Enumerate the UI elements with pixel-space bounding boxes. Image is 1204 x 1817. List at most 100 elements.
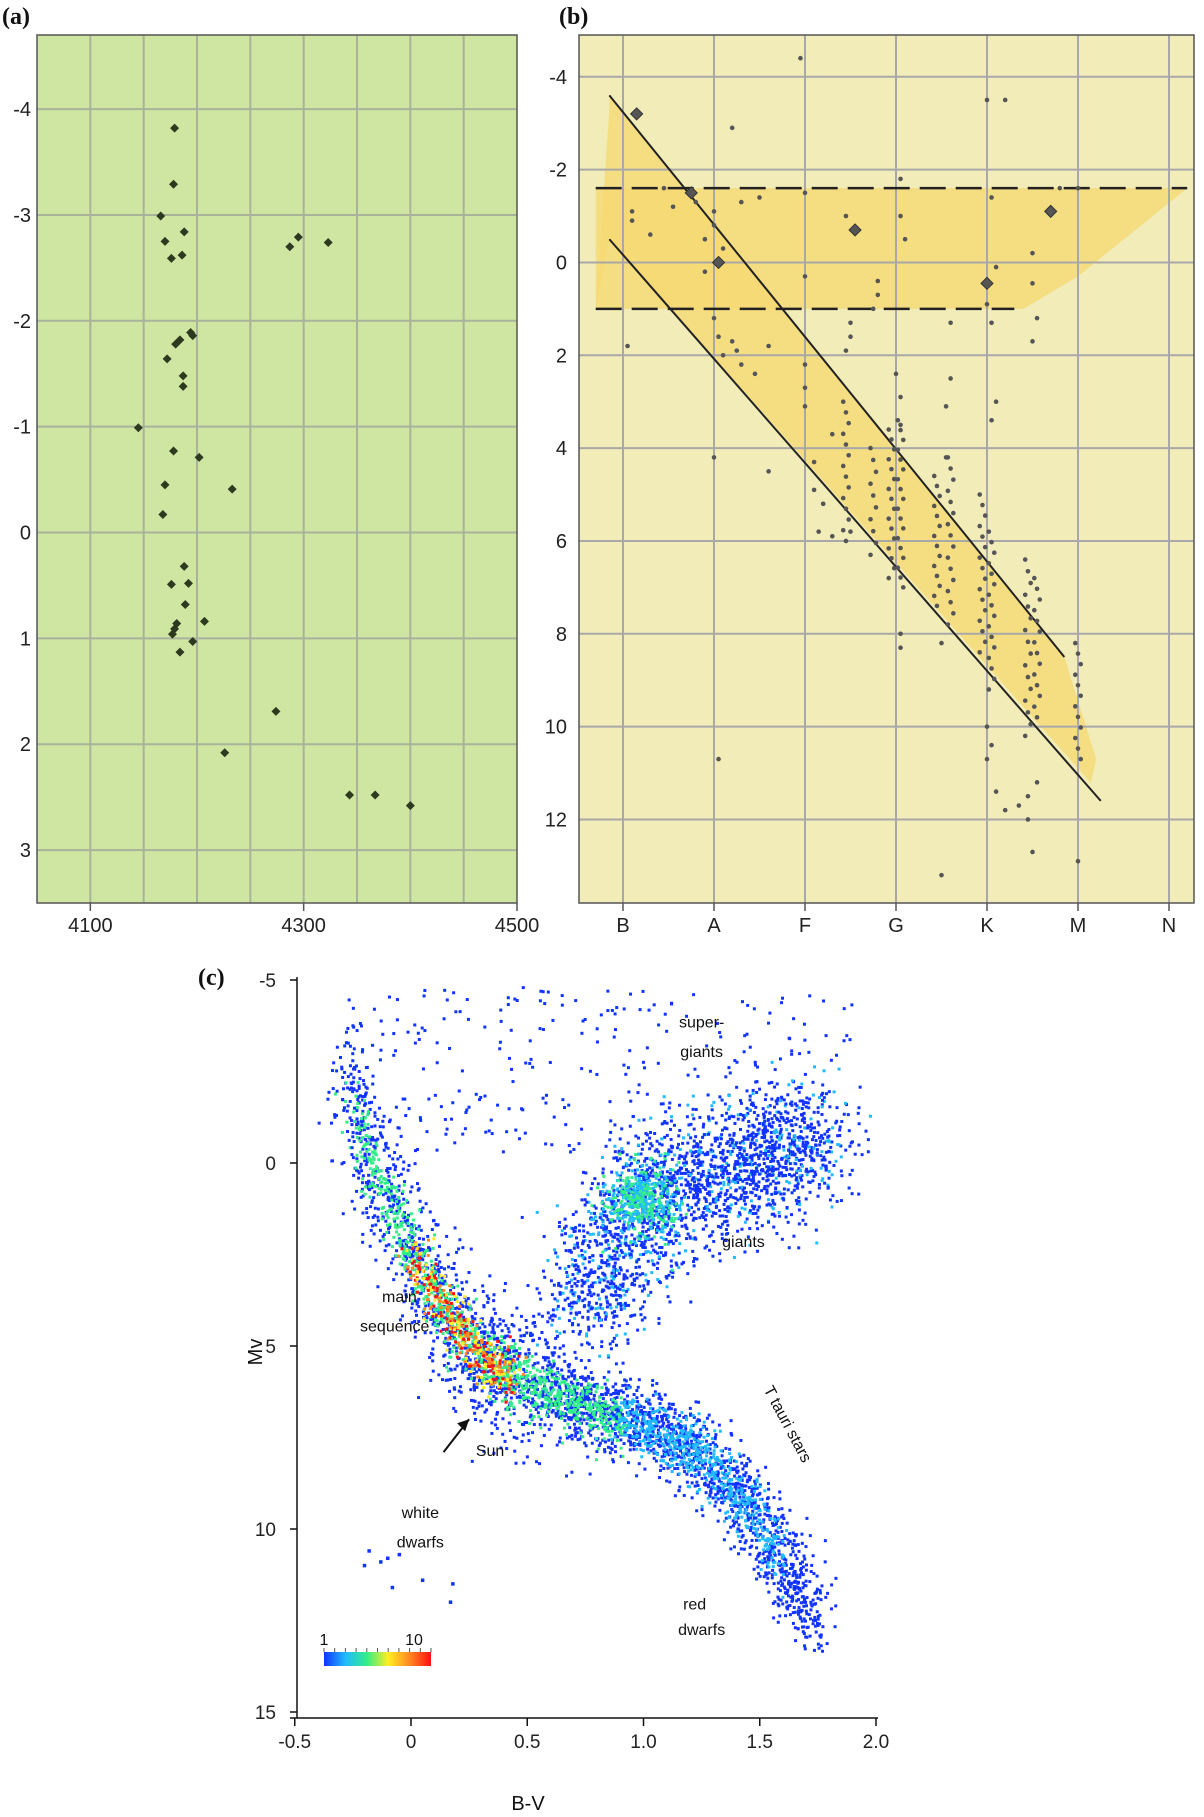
star-point (428, 1307, 432, 1311)
star-point (486, 1331, 490, 1335)
star-point (673, 1467, 677, 1471)
star-point (517, 1346, 521, 1350)
star-point (454, 1346, 458, 1350)
star-point (380, 1206, 384, 1210)
star-point (472, 1388, 476, 1392)
star-point (554, 1383, 558, 1387)
star-point (486, 1300, 490, 1304)
star-point (360, 1181, 364, 1185)
star-point (518, 1338, 522, 1342)
star-point (666, 1415, 670, 1419)
star-point (544, 1402, 548, 1406)
data-point (840, 399, 846, 404)
star-point (600, 1418, 604, 1422)
star-point (610, 1411, 614, 1415)
star-point (485, 1377, 489, 1381)
star-point (613, 1435, 617, 1439)
star-point (453, 1396, 457, 1400)
star-point (414, 1290, 418, 1294)
star-point (388, 1222, 392, 1226)
star-point (792, 1606, 796, 1610)
star-point (687, 1449, 691, 1453)
star-point (655, 1452, 659, 1456)
star-point (482, 1377, 486, 1381)
star-point (437, 1305, 441, 1309)
data-point (1034, 618, 1040, 624)
star-point (592, 1393, 596, 1397)
star-point (474, 1343, 478, 1347)
star-point (824, 1595, 828, 1599)
star-point (560, 1368, 564, 1372)
star-point (850, 1192, 854, 1196)
star-point (786, 1588, 790, 1592)
star-point (756, 1469, 760, 1473)
star-point (360, 1120, 364, 1124)
star-point (419, 1291, 423, 1295)
star-point (779, 1598, 783, 1602)
star-point (685, 1115, 689, 1119)
star-point (442, 1316, 446, 1320)
star-point (574, 1236, 578, 1240)
data-point (895, 565, 901, 571)
star-point (548, 1403, 552, 1407)
star-point (743, 1207, 747, 1211)
star-point (451, 1332, 455, 1336)
star-point (535, 1287, 539, 1291)
star-point (487, 1337, 491, 1341)
star-point (796, 1612, 800, 1616)
star-point (765, 1506, 769, 1510)
star-point (386, 1223, 390, 1227)
star-point (716, 1491, 720, 1495)
star-point (439, 1311, 443, 1315)
star-point (670, 1457, 674, 1461)
star-point (594, 1390, 598, 1394)
star-point (395, 1230, 399, 1234)
star-point (445, 1301, 449, 1305)
star-point (403, 1180, 407, 1184)
star-point (777, 1560, 781, 1564)
star-point (689, 1424, 693, 1428)
star-point (457, 1389, 461, 1393)
star-point (749, 1528, 753, 1532)
star-point (736, 1505, 740, 1509)
star-point (491, 1364, 495, 1368)
star-point (570, 1433, 574, 1437)
star-point (799, 1178, 803, 1182)
star-point (409, 1225, 413, 1229)
star-point (372, 1138, 376, 1142)
star-point (785, 1521, 789, 1525)
star-point (416, 1285, 420, 1289)
star-point (395, 1241, 399, 1245)
star-point (737, 1552, 741, 1556)
star-point (695, 1448, 699, 1452)
star-point (479, 1375, 483, 1379)
star-point (695, 1433, 699, 1437)
star-point (401, 1221, 405, 1225)
star-point (736, 1528, 740, 1532)
star-point (717, 1479, 721, 1483)
star-point (581, 1415, 585, 1419)
star-point (455, 1278, 459, 1282)
star-point (774, 1522, 778, 1526)
star-point (368, 1108, 372, 1112)
star-point (821, 1163, 825, 1167)
star-point (384, 1219, 388, 1223)
star-point (809, 1600, 813, 1604)
data-point (811, 459, 817, 465)
data-point (1075, 746, 1081, 751)
data-point (177, 250, 187, 260)
star-point (716, 1497, 720, 1501)
star-point (652, 1427, 656, 1431)
star-point (671, 1463, 675, 1467)
data-point (886, 486, 892, 492)
star-point (481, 1330, 485, 1334)
star-point (489, 1336, 493, 1340)
data-point (900, 496, 906, 502)
star-point (444, 1295, 448, 1299)
star-point (384, 1145, 388, 1149)
star-point (485, 1408, 489, 1412)
star-point (463, 1339, 467, 1343)
star-point (487, 1381, 491, 1385)
star-point (536, 1411, 540, 1415)
star-point (777, 1604, 781, 1608)
